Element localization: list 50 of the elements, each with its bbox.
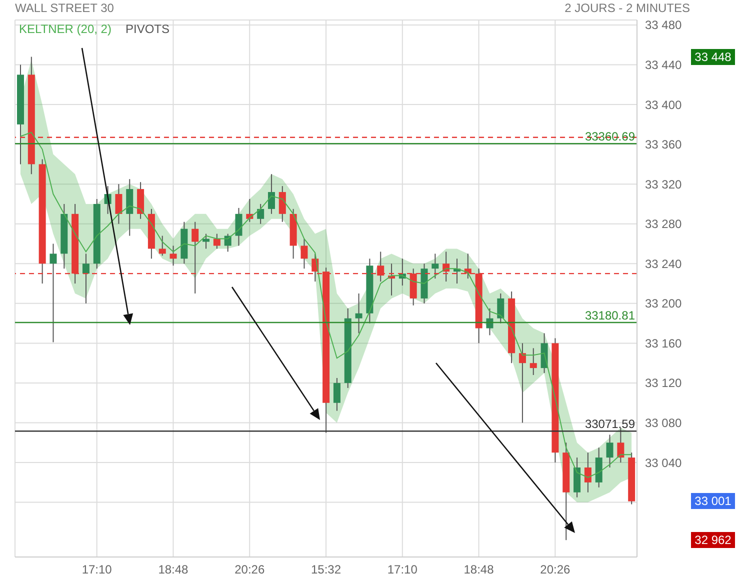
candlestick xyxy=(202,233,210,250)
candlestick xyxy=(257,203,264,224)
y-tick-label: 33 240 xyxy=(645,256,682,271)
candlestick xyxy=(300,238,308,270)
y-tick-label: 33 320 xyxy=(645,177,682,192)
y-tick-label: 33 200 xyxy=(645,296,682,311)
candlestick xyxy=(115,184,122,224)
text: 33 001 xyxy=(691,493,735,510)
candlestick xyxy=(617,427,624,464)
x-tick-label: 20:26 xyxy=(234,562,265,577)
ref-line-label: 33071.59 xyxy=(584,417,636,432)
x-tick-label: 17:10 xyxy=(82,562,112,577)
x-tick-label: 15:32 xyxy=(310,562,342,577)
candlestick xyxy=(235,207,242,246)
text: 33 448 xyxy=(691,48,735,65)
y-tick-label: 33 040 xyxy=(645,456,682,470)
candlestick xyxy=(50,243,57,343)
ref-line-label: 33360.69 xyxy=(584,130,636,144)
y-tick-label: 33 120 xyxy=(645,376,682,390)
candlestick xyxy=(530,348,537,376)
y-tick-label: 33 400 xyxy=(645,98,682,112)
candlestick xyxy=(333,378,340,412)
candlestick xyxy=(82,253,90,304)
candlestick xyxy=(497,292,504,324)
candlestick xyxy=(268,174,275,214)
text: 32 962 xyxy=(691,532,735,548)
candlestick xyxy=(486,308,494,336)
candlestick xyxy=(518,342,526,424)
candlestick xyxy=(278,186,286,222)
chart-subtitle: 2 JOURS - 2 MINUTES xyxy=(564,1,690,15)
x-tick-label: 17:10 xyxy=(387,562,418,577)
annotation: PIVOTS xyxy=(125,22,170,36)
candlestick xyxy=(606,434,614,468)
x-tick-label: 18:48 xyxy=(158,562,189,577)
y-tick-label: 33 080 xyxy=(645,416,682,430)
y-tick-label: 33 160 xyxy=(645,336,682,350)
ref-line-label: 33180.81 xyxy=(584,308,636,322)
x-tick-label: 20:26 xyxy=(540,562,570,577)
candlestick xyxy=(584,452,592,493)
candlestick xyxy=(158,235,166,256)
y-tick-label: 33 440 xyxy=(645,58,682,72)
x-tick-label: 18:48 xyxy=(464,562,494,577)
y-tick-label: 33 280 xyxy=(645,217,682,232)
y-tick-label: 33 480 xyxy=(645,18,682,32)
text: KELTNER (20, 2) xyxy=(19,22,112,36)
candlestick xyxy=(432,253,439,280)
y-tick-label: 33 360 xyxy=(645,138,682,152)
candlestick xyxy=(170,245,177,266)
chart-title: WALL STREET 30 xyxy=(15,1,114,15)
candlestick xyxy=(355,292,362,334)
